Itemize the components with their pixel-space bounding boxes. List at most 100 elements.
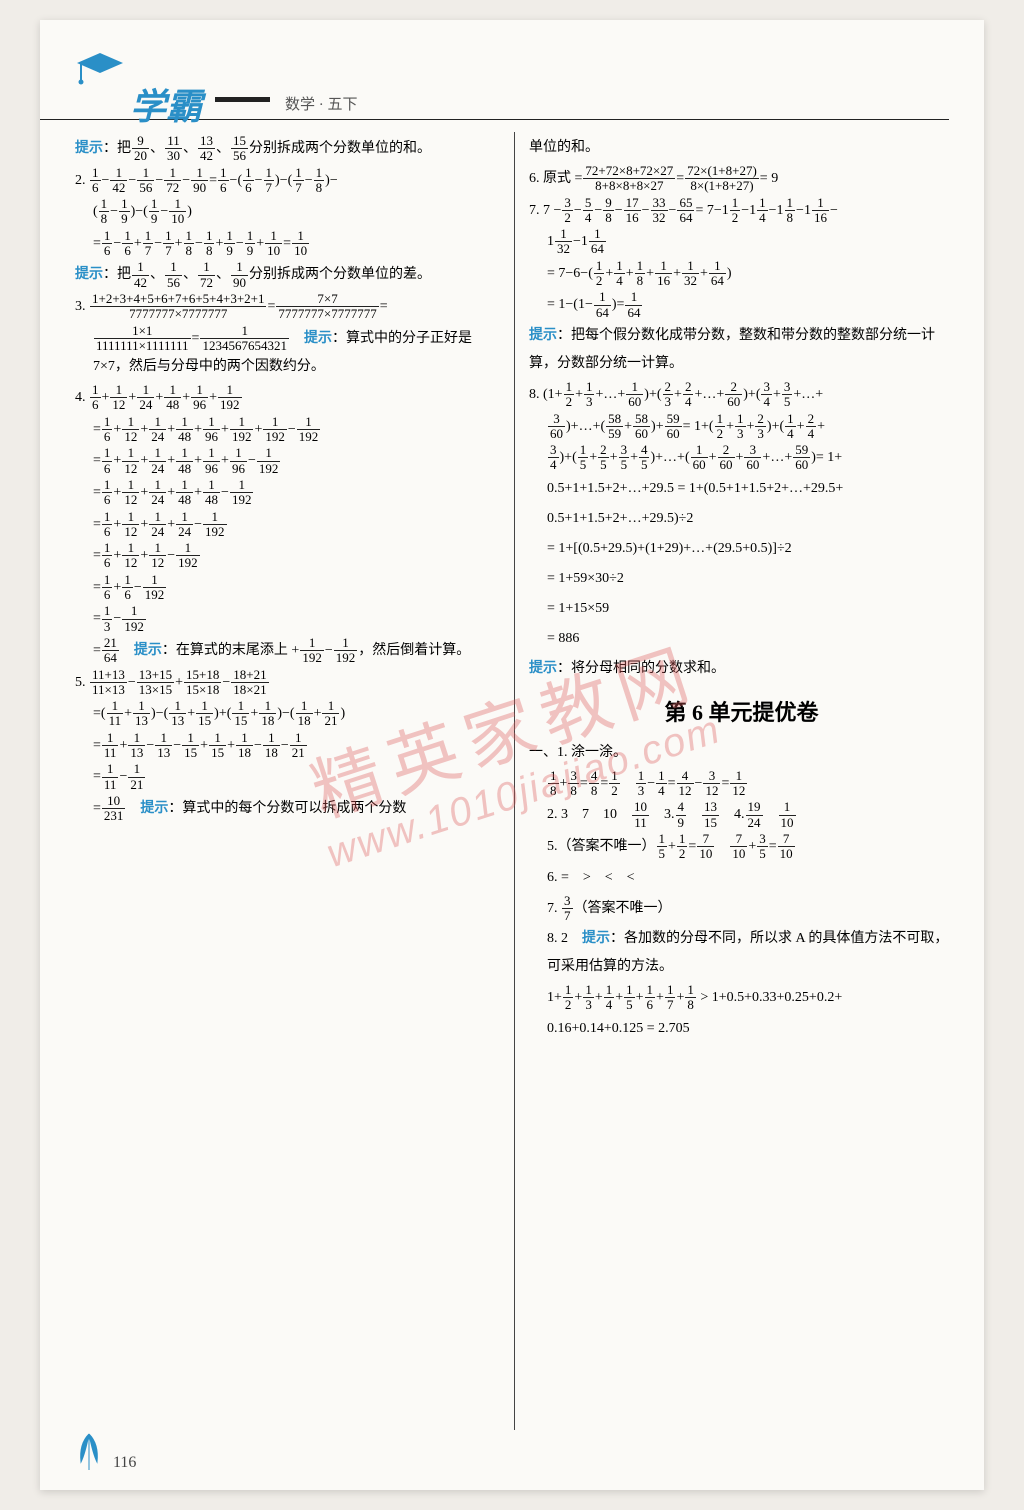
hint-label: 提示: [529, 661, 557, 676]
page-footer: 116: [75, 1432, 136, 1472]
expr: 1+2+3+4+5+6+7+6+5+4+3+2+17777777×7777777…: [89, 299, 388, 314]
text: ：算式中的每个分数可以拆成两个分数: [168, 801, 406, 816]
frac: 1192: [299, 643, 325, 658]
expr: =(111+113)−(113+115)+(115+118)−(118+121): [93, 706, 345, 721]
subject-label: 数学 · 五下: [285, 93, 358, 114]
expr: 360)+…+(5859+5860)+5960= 1+(12+13+23)+(1…: [547, 419, 825, 434]
p8-row6: = 886: [529, 625, 954, 653]
p2-row1: 2. 16−142−156−172−190=16−(16−17)−(17−18)…: [75, 166, 500, 196]
item-number: 8.: [529, 387, 540, 402]
p4-row5: =16+112+124+124−1192: [75, 510, 500, 540]
p7-hint: 提示：把每个假分数化成带分数，整数和带分数的整数部分统一计算，分数部分统一计算。: [529, 322, 954, 378]
content-columns: 提示：把920、1130、1342、1556分别拆成两个分数单位的和。 2. 1…: [40, 120, 984, 1430]
right-column: 单位的和。 6. 原式 =72+72×8+72×278+8×8+8×27=72×…: [514, 132, 954, 1430]
brand-dash: [215, 97, 270, 102]
page-header: 学霸 数学 · 五下: [40, 20, 949, 120]
item-number: 7.: [529, 203, 540, 218]
text: ：在算式的末尾添上 +: [162, 643, 299, 658]
s1-8r: 1+12+13+14+15+16+17+18 > 1+0.5+0.33+0.25…: [529, 983, 954, 1013]
p2-row2: (18−19)−(19−110): [75, 197, 500, 227]
text: 7.: [547, 901, 561, 916]
hint-label: 提示: [140, 801, 168, 816]
expr: = 1−(1−164)=164: [547, 297, 643, 312]
p7-row3: = 1−(1−164)=164: [529, 290, 954, 320]
frac: 1192: [333, 643, 359, 658]
p8-row4: = 1+59×30÷2: [529, 565, 954, 593]
item-number: 5.: [75, 675, 86, 690]
frac-list: 142、156、172、190: [131, 267, 249, 282]
page: 学霸 数学 · 五下 提示：把920、1130、1342、1556分别拆成两个分…: [40, 20, 984, 1490]
expr: 2. 3 7 10 1011 3.49 1315 4.1924 110: [547, 807, 797, 822]
expr: 16+112+124+148+196+1192: [89, 390, 243, 405]
hint-label: 提示: [529, 328, 557, 343]
s1-2: 2. 3 7 10 1011 3.49 1315 4.1924 110: [529, 800, 954, 830]
expr: 1×11111111×1111111=11234567654321: [93, 331, 290, 346]
p5-row4: =111−121: [75, 762, 500, 792]
feather-icon: [75, 1432, 103, 1472]
s1-5: 5.（答案不唯一）15+12=710 710+35=710: [529, 832, 954, 862]
text: ：把: [103, 141, 131, 156]
s1-r1: 18+38=48=12 13−14=412−312=112: [529, 769, 954, 799]
p4-row2: =16+112+124+148+196+1192+1192−1192: [75, 415, 500, 445]
expr: =10231: [93, 801, 126, 816]
p8-row2: 0.5+1+1.5+2+…+29.5 = 1+(0.5+1+1.5+2+…+29…: [529, 475, 954, 503]
expr: 18+38=48=12 13−14=412−312=112: [547, 776, 748, 791]
left-column: 提示：把920、1130、1342、1556分别拆成两个分数单位的和。 2. 1…: [75, 132, 514, 1430]
item-number: 6.: [529, 171, 540, 186]
text: 分别拆成两个分数单位的和。: [249, 141, 431, 156]
frac-list: 920、1130、1342、1556: [131, 141, 249, 156]
expr: = 7−6−(12+14+18+116+132+164): [547, 266, 732, 281]
expr: =16−16+17−17+18−18+19−19+110=110: [93, 236, 310, 251]
p3-row1: 3. 1+2+3+4+5+6+7+6+5+4+3+2+17777777×7777…: [75, 292, 500, 322]
expr: 1+12+13+14+15+16+17+18 > 1+0.5+0.33+0.25…: [547, 990, 842, 1005]
expr: 原式 =72+72×8+72×278+8×8+8×27=72×(1+8+27)8…: [543, 171, 778, 186]
text: （答案不唯一）: [574, 901, 672, 916]
expr: =111−121: [93, 769, 146, 784]
expr: 1132−1164: [547, 234, 607, 249]
expr: =2164: [93, 643, 120, 658]
expr: (18−19)−(19−110): [93, 204, 192, 219]
p4-row1: 4. 16+112+124+148+196+1192: [75, 383, 500, 413]
p8-row1: 8. (1+12+13+…+160)+(23+24+…+260)+(34+35+…: [529, 380, 954, 410]
p5-row1: 5. 11+1311×13−13+1513×15+15+1815×18−18+2…: [75, 668, 500, 698]
brand-title: 学霸: [130, 78, 202, 130]
p4-row4: =16+112+124+148+148−1192: [75, 478, 500, 508]
expr: 34)+(15+25+35+45)+…+(160+260+360+…+5960)…: [547, 450, 842, 465]
p8-row1c: 34)+(15+25+35+45)+…+(160+260+360+…+5960)…: [529, 443, 954, 473]
text: ：将分母相同的分数求和。: [557, 661, 725, 676]
expr: =13−1192: [93, 611, 147, 626]
expr: =111+113−113−115+115+118−118−121: [93, 738, 308, 753]
p8-row3: = 1+[(0.5+29.5)+(1+29)+…+(29.5+0.5)]÷2: [529, 535, 954, 563]
expr: 7 −32−54−98−1716−3332−6564= 7−112−114−11…: [543, 203, 838, 218]
p4-row3: =16+112+124+148+196+196−1192: [75, 446, 500, 476]
hint-label: 提示: [582, 931, 610, 946]
graduation-cap-icon: [75, 50, 125, 88]
s1-head: 一、1. 涂一涂。: [529, 739, 954, 767]
expr: =16+112+124+148+196+1192+1192−1192: [93, 422, 321, 437]
text: ，然后倒着计算。: [358, 643, 470, 658]
r-line0: 单位的和。: [529, 134, 954, 162]
text: ：把: [103, 267, 131, 282]
s1-7: 7. 37（答案不唯一）: [529, 894, 954, 924]
p5-row2: =(111+113)−(113+115)+(115+118)−(118+121): [75, 699, 500, 729]
text: 8. 2: [547, 931, 582, 946]
p7-row1b: 1132−1164: [529, 227, 954, 257]
text: 分别拆成两个分数单位的差。: [249, 267, 431, 282]
left-line1: 提示：把920、1130、1342、1556分别拆成两个分数单位的和。: [75, 134, 500, 164]
p3-row2: 1×11111111×1111111=11234567654321 提示：算式中…: [75, 324, 500, 382]
expr: 16−142−156−172−190=16−(16−17)−(17−18)−: [89, 173, 338, 188]
p8-hint: 提示：将分母相同的分数求和。: [529, 655, 954, 683]
p8-row2b: 0.5+1+1.5+2+…+29.5)÷2: [529, 505, 954, 533]
hint-label: 提示: [134, 643, 162, 658]
p7-row1: 7. 7 −32−54−98−1716−3332−6564= 7−112−114…: [529, 196, 954, 226]
p4-row9: =2164 提示：在算式的末尾添上 +1192−1192，然后倒着计算。: [75, 636, 500, 666]
section-title: 第 6 单元提优卷: [529, 691, 954, 735]
expr: =16+112+124+148+148−1192: [93, 485, 254, 500]
hint-label: 提示: [75, 267, 103, 282]
expr: =16+112+124+148+196+196−1192: [93, 453, 281, 468]
p2-hint: 提示：把142、156、172、190分别拆成两个分数单位的差。: [75, 260, 500, 290]
expr: (1+12+13+…+160)+(23+24+…+260)+(34+35+…+: [543, 387, 823, 402]
p2-row3: =16−16+17−17+18−18+19−19+110=110: [75, 229, 500, 259]
item-number: 2.: [75, 173, 86, 188]
p5-row5: =10231 提示：算式中的每个分数可以拆成两个分数: [75, 794, 500, 824]
